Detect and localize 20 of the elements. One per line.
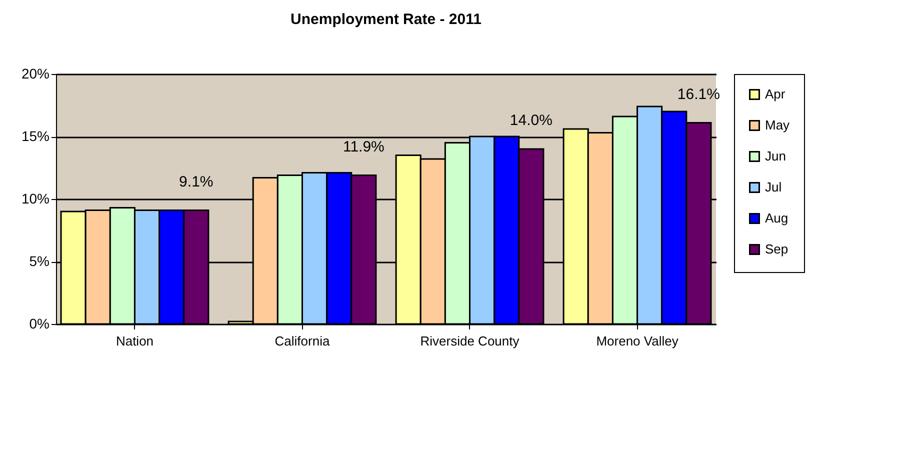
chart-title: Unemployment Rate - 2011 <box>290 11 482 28</box>
y-tick-label: 20% <box>21 66 50 82</box>
data-label: 16.1% <box>677 86 720 103</box>
x-tick-label: Riverside County <box>420 334 520 348</box>
legend-label: Jul <box>765 180 782 194</box>
y-tick-label: 0% <box>29 316 50 332</box>
x-tick-label: Moreno Valley <box>596 334 679 348</box>
y-tick-label: 15% <box>21 128 50 144</box>
legend-label: May <box>765 118 790 132</box>
x-tick-label: Nation <box>116 334 154 348</box>
legend-label: Aug <box>765 210 788 226</box>
legend-label: Sep <box>765 242 788 256</box>
legend-label: Jun <box>765 148 786 164</box>
data-label: 9.1% <box>179 173 214 190</box>
data-label: 14.0% <box>510 112 552 129</box>
legend-label: Apr <box>765 86 786 102</box>
x-tick-label: California <box>274 334 330 348</box>
y-tick-label: 10% <box>21 190 50 206</box>
data-label: 11.9% <box>342 138 384 156</box>
y-tick-label: 5% <box>29 253 50 269</box>
